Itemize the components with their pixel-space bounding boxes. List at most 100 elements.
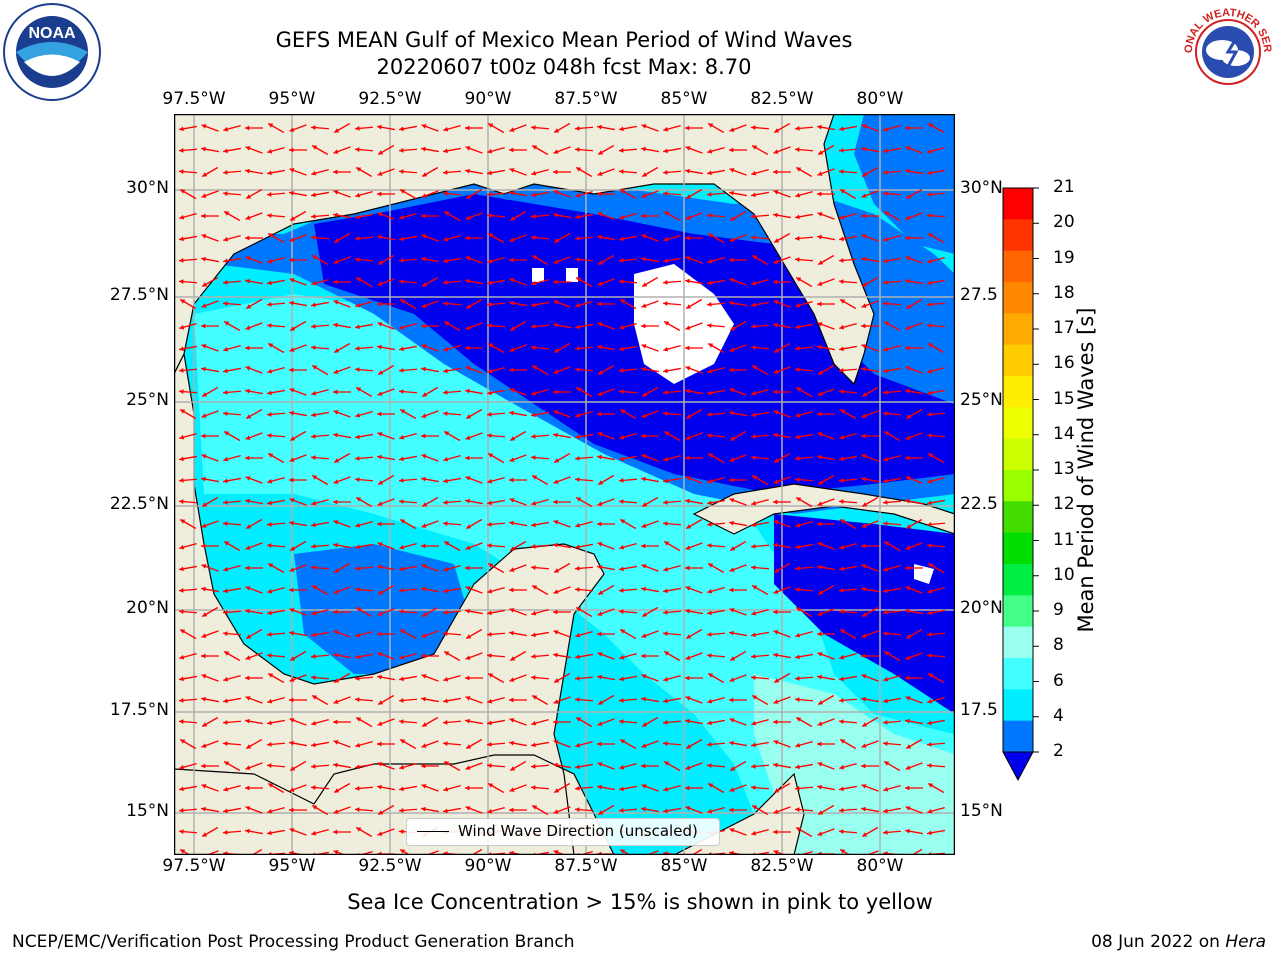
wave-arrow xyxy=(729,784,747,792)
wave-arrow xyxy=(179,408,197,420)
wave-arrow xyxy=(883,147,901,154)
wave-arrow xyxy=(354,346,374,351)
wave-arrow xyxy=(530,125,550,130)
wave-arrow xyxy=(531,254,549,266)
wave-arrow xyxy=(201,256,219,263)
wave-arrow xyxy=(267,367,285,374)
wave-arrow xyxy=(245,696,263,704)
wave-arrow xyxy=(201,433,219,439)
wave-arrow xyxy=(266,763,286,768)
lon-tick-label-bottom: 92.5°W xyxy=(358,856,422,876)
wave-arrow xyxy=(377,718,395,726)
wave-arrow xyxy=(201,166,219,178)
wave-arrow xyxy=(597,718,615,726)
wave-arrow xyxy=(641,496,659,508)
wave-arrow xyxy=(707,807,725,814)
wave-arrow xyxy=(509,697,527,703)
wave-arrow xyxy=(795,543,813,550)
colorbar-extend-arrow xyxy=(1002,751,1034,782)
colorbar-tick-label: 6 xyxy=(1053,670,1064,691)
wave-arrow xyxy=(706,412,726,417)
wave-arrow xyxy=(398,698,418,703)
wave-arrow xyxy=(398,389,418,394)
wave-arrow xyxy=(685,432,703,440)
wave-arrow xyxy=(706,213,726,218)
wave-arrow xyxy=(311,719,329,726)
wave-arrow xyxy=(750,324,770,329)
wave-arrow xyxy=(465,388,483,395)
wave-arrow xyxy=(861,366,879,373)
wave-arrow xyxy=(443,697,461,704)
wave-arrow xyxy=(685,565,703,571)
wave-arrow xyxy=(311,301,329,308)
wave-arrow xyxy=(355,606,373,618)
wave-arrow xyxy=(267,672,285,684)
wave-arrow xyxy=(421,300,439,308)
wave-arrow xyxy=(355,826,373,838)
wave-arrow xyxy=(838,499,858,504)
wave-arrow xyxy=(662,301,682,306)
wave-arrow xyxy=(377,498,395,506)
wave-arrow xyxy=(839,738,857,750)
wave-arrow xyxy=(333,719,351,725)
wave-arrow xyxy=(201,696,219,703)
wave-arrow xyxy=(266,412,286,417)
wave-arrow xyxy=(685,125,703,131)
wave-arrow xyxy=(861,564,879,572)
wave-arrow xyxy=(751,804,769,816)
wave-arrow xyxy=(729,257,747,263)
wave-arrow xyxy=(289,784,307,792)
wave-arrow xyxy=(465,738,483,750)
wave-arrow xyxy=(310,455,330,460)
wave-arrow xyxy=(355,716,373,728)
wave-arrow xyxy=(861,806,879,813)
wave-arrow xyxy=(310,434,330,439)
wave-arrow xyxy=(354,697,374,702)
wave-arrow xyxy=(354,587,374,592)
wave-arrow xyxy=(179,455,197,462)
wave-arrow xyxy=(597,432,615,440)
wave-arrow xyxy=(487,609,505,616)
wave-arrow xyxy=(773,696,791,704)
wave-arrow xyxy=(443,477,461,484)
wave-arrow xyxy=(377,322,395,330)
wave-arrow xyxy=(377,741,395,747)
wave-arrow xyxy=(729,608,747,616)
wave-arrow xyxy=(773,389,791,395)
wave-arrow xyxy=(641,433,659,439)
wave-arrow xyxy=(905,542,923,550)
wave-arrow xyxy=(663,320,681,332)
wave-arrow xyxy=(267,829,285,836)
wave-arrow xyxy=(927,672,945,684)
wave-arrow xyxy=(421,276,439,288)
wave-arrow xyxy=(597,388,615,396)
wave-arrow xyxy=(839,323,857,330)
wave-arrow xyxy=(817,124,835,131)
lon-tick-label-bottom: 82.5°W xyxy=(750,856,814,876)
wave-arrow xyxy=(179,125,197,132)
wave-arrow xyxy=(245,628,263,640)
wave-arrow xyxy=(905,608,923,615)
colorbar-tick-label: 9 xyxy=(1053,600,1064,620)
wave-arrow xyxy=(509,740,527,747)
wave-arrow xyxy=(729,234,747,242)
wave-arrow xyxy=(245,738,263,750)
wave-arrow xyxy=(751,279,769,286)
lon-tick-label-top: 85°W xyxy=(660,89,708,109)
wave-arrow xyxy=(289,430,307,442)
wave-arrow xyxy=(773,452,791,464)
wave-arrow xyxy=(619,518,637,530)
wave-arrow xyxy=(201,410,219,418)
wave-arrow xyxy=(575,166,593,178)
wave-arrow xyxy=(817,191,835,197)
wave-arrow xyxy=(773,366,791,374)
wave-field-campeche xyxy=(294,544,474,674)
wave-arrow xyxy=(333,696,351,704)
wave-arrow xyxy=(443,675,461,682)
wave-arrow xyxy=(487,672,505,684)
wave-arrow xyxy=(465,718,483,725)
wave-arrow xyxy=(663,367,681,374)
wave-arrow xyxy=(377,364,395,376)
wave-arrow xyxy=(817,168,835,176)
wave-arrow xyxy=(486,192,506,197)
